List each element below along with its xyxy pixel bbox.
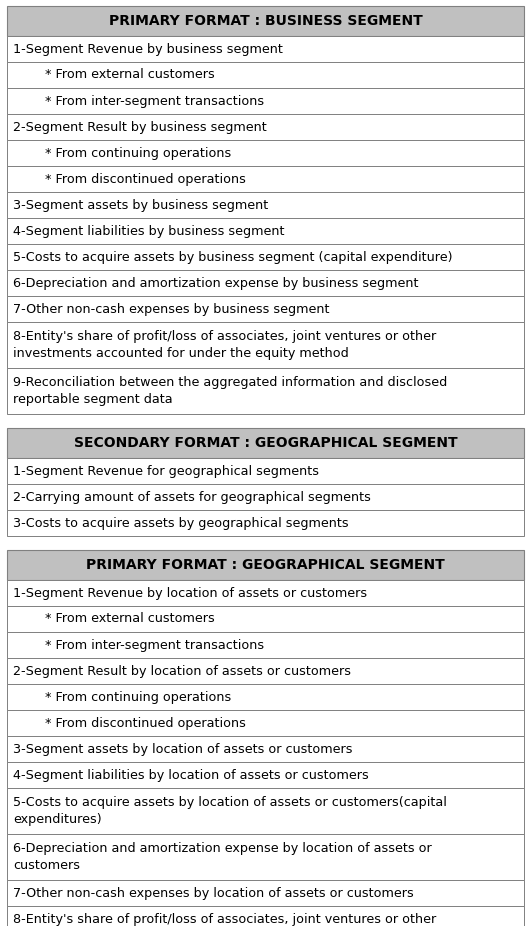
Text: PRIMARY FORMAT : BUSINESS SEGMENT: PRIMARY FORMAT : BUSINESS SEGMENT (109, 14, 422, 28)
Bar (7, 606, 524, 632)
Bar (7, 550, 524, 580)
Text: 8-Entity's share of profit/loss of associates, joint ventures or other
investmen: 8-Entity's share of profit/loss of assoc… (13, 330, 436, 360)
Bar (7, 834, 524, 880)
Bar (7, 736, 524, 762)
Text: * From inter-segment transactions: * From inter-segment transactions (33, 639, 264, 652)
Bar (7, 62, 524, 88)
Bar (7, 710, 524, 736)
Bar (7, 632, 524, 658)
Bar (7, 218, 524, 244)
Text: 1-Segment Revenue by business segment: 1-Segment Revenue by business segment (13, 43, 283, 56)
Bar (7, 166, 524, 192)
Text: PRIMARY FORMAT : GEOGRAPHICAL SEGMENT: PRIMARY FORMAT : GEOGRAPHICAL SEGMENT (86, 558, 445, 572)
Text: * From continuing operations: * From continuing operations (33, 146, 231, 159)
Text: 7-Other non-cash expenses by location of assets or customers: 7-Other non-cash expenses by location of… (13, 886, 414, 899)
Bar (7, 880, 524, 906)
Bar (7, 88, 524, 114)
Bar (7, 580, 524, 606)
Text: * From external customers: * From external customers (33, 69, 215, 81)
Text: * From external customers: * From external customers (33, 612, 215, 625)
Text: 3-Costs to acquire assets by geographical segments: 3-Costs to acquire assets by geographica… (13, 517, 349, 530)
Bar (7, 510, 524, 536)
Text: * From inter-segment transactions: * From inter-segment transactions (33, 94, 264, 107)
Text: 4-Segment liabilities by business segment: 4-Segment liabilities by business segmen… (13, 224, 285, 237)
Bar (7, 296, 524, 322)
Bar (7, 658, 524, 684)
Text: 2-Segment Result by business segment: 2-Segment Result by business segment (13, 120, 267, 133)
Bar (7, 6, 524, 36)
Text: * From continuing operations: * From continuing operations (33, 691, 231, 704)
Text: 7-Other non-cash expenses by business segment: 7-Other non-cash expenses by business se… (13, 303, 330, 316)
Text: 2-Segment Result by location of assets or customers: 2-Segment Result by location of assets o… (13, 665, 351, 678)
Bar (7, 458, 524, 484)
Text: 1-Segment Revenue by location of assets or customers: 1-Segment Revenue by location of assets … (13, 586, 367, 599)
Text: 9-Reconciliation between the aggregated information and disclosed
reportable seg: 9-Reconciliation between the aggregated … (13, 376, 447, 406)
Text: 6-Depreciation and amortization expense by location of assets or
customers: 6-Depreciation and amortization expense … (13, 842, 432, 872)
Bar (7, 322, 524, 368)
Bar (7, 762, 524, 788)
Bar (7, 36, 524, 62)
Text: 8-Entity's share of profit/loss of associates, joint ventures or other: 8-Entity's share of profit/loss of assoc… (13, 912, 436, 925)
Text: 5-Costs to acquire assets by business segment (capital expenditure): 5-Costs to acquire assets by business se… (13, 251, 452, 264)
Text: * From discontinued operations: * From discontinued operations (33, 717, 246, 730)
Text: 3-Segment assets by location of assets or customers: 3-Segment assets by location of assets o… (13, 743, 353, 756)
Text: 1-Segment Revenue for geographical segments: 1-Segment Revenue for geographical segme… (13, 465, 319, 478)
Text: 2-Carrying amount of assets for geographical segments: 2-Carrying amount of assets for geograph… (13, 491, 371, 504)
Text: 4-Segment liabilities by location of assets or customers: 4-Segment liabilities by location of ass… (13, 769, 369, 782)
Bar (7, 368, 524, 414)
Text: 6-Depreciation and amortization expense by business segment: 6-Depreciation and amortization expense … (13, 277, 418, 290)
Text: SECONDARY FORMAT : GEOGRAPHICAL SEGMENT: SECONDARY FORMAT : GEOGRAPHICAL SEGMENT (74, 436, 457, 450)
Bar (7, 270, 524, 296)
Bar (7, 114, 524, 140)
Bar (7, 140, 524, 166)
Bar (7, 192, 524, 218)
Text: 3-Segment assets by business segment: 3-Segment assets by business segment (13, 198, 268, 211)
Bar (7, 906, 524, 926)
Bar (7, 244, 524, 270)
Text: 5-Costs to acquire assets by location of assets or customers(capital
expenditure: 5-Costs to acquire assets by location of… (13, 796, 447, 826)
Bar (7, 484, 524, 510)
Bar (7, 428, 524, 458)
Text: * From discontinued operations: * From discontinued operations (33, 172, 246, 185)
Bar (7, 788, 524, 834)
Bar (7, 684, 524, 710)
